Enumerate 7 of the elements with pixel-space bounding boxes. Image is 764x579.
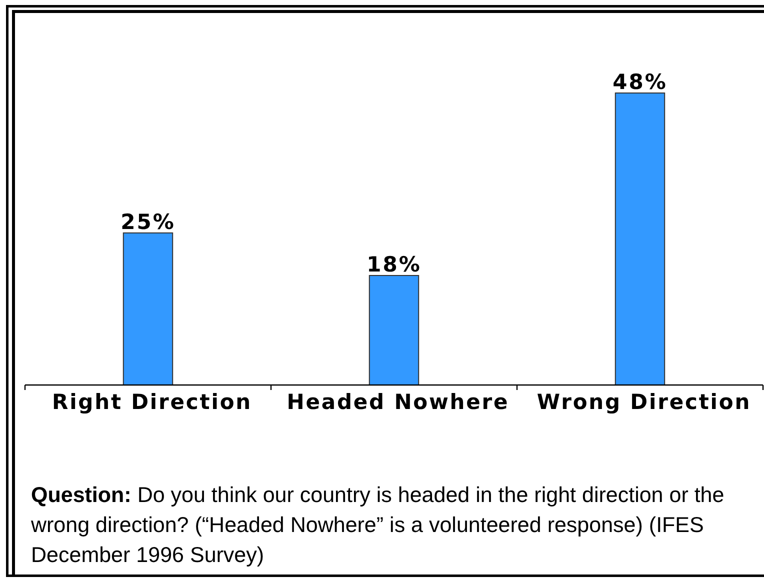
- data-label: 25%: [120, 210, 176, 234]
- data-label: 48%: [612, 70, 668, 94]
- x-tick-label: Wrong Direction: [536, 390, 752, 414]
- data-label: 18%: [366, 252, 422, 276]
- text: Question: Do you think our country is headed in the right direction or the wrong direction? (“Headed Nowhere” is a volunteered response) (IFES December 1996 Survey): [31, 483, 724, 567]
- x-tick-label: Right Direction: [52, 390, 252, 414]
- x-tick-label: Headed Nowhere: [286, 390, 510, 414]
